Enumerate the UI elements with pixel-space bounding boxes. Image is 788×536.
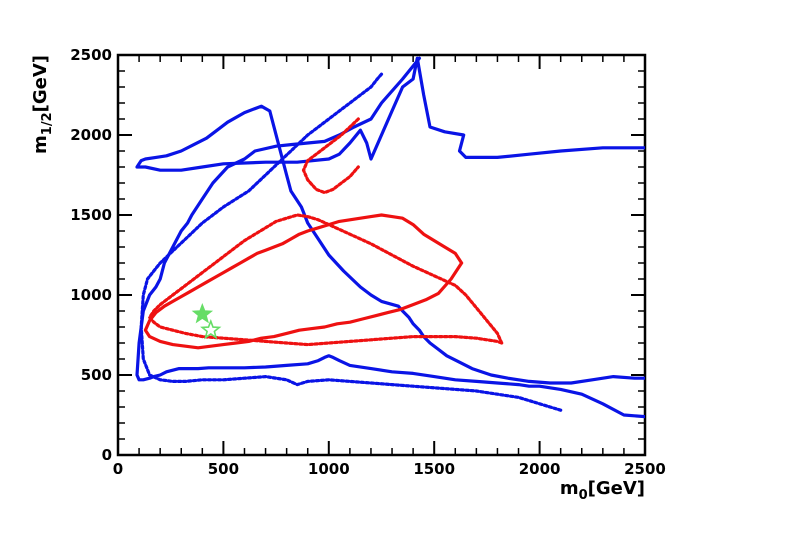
series-red-dotted-line-5 [301, 117, 360, 195]
series-blue-solid-line-0 [135, 56, 645, 385]
x-axis-title-main: m [560, 478, 579, 499]
series-blue-solid-line-1 [135, 56, 645, 419]
series-red-solid-line-3 [143, 213, 464, 350]
filled-star-marker [191, 302, 214, 324]
x-tick-label: 2500 [624, 460, 666, 478]
marker-layer [191, 302, 222, 340]
y-tick-label: 2500 [70, 46, 112, 64]
y-axis-title-main: m [30, 135, 51, 154]
y-axis-title-sub: 1/2 [40, 112, 55, 135]
y-tick-label: 0 [102, 446, 112, 464]
y-tick-label: 1000 [70, 286, 112, 304]
y-tick-label: 500 [81, 366, 112, 384]
y-tick-label: 1500 [70, 206, 112, 224]
series-layer [135, 56, 645, 419]
axis-ticks [117, 54, 646, 456]
y-tick-label: 2000 [70, 126, 112, 144]
x-axis-title-unit: [GeV] [588, 478, 645, 499]
x-tick-label: 2000 [519, 460, 561, 478]
x-tick-label: 1000 [308, 460, 350, 478]
axis-tick-labels: 0 500 1000 1500 2000 2500 0 500 1000 1500 2000 2500 [70, 46, 666, 478]
series-blue-dotted-line-2 [139, 72, 563, 412]
y-axis-title-unit: [GeV] [30, 55, 51, 112]
x-tick-label: 0 [113, 460, 123, 478]
x-axis-title: m0[GeV] [560, 478, 645, 503]
series-red-dotted-line-4 [148, 213, 504, 347]
x-axis-title-sub: 0 [579, 488, 588, 503]
x-tick-label: 500 [208, 460, 239, 478]
y-axis-title: m1/2[GeV] [30, 55, 55, 154]
x-tick-label: 1500 [413, 460, 455, 478]
open-star-marker [200, 318, 222, 340]
plot-frame [116, 53, 647, 457]
